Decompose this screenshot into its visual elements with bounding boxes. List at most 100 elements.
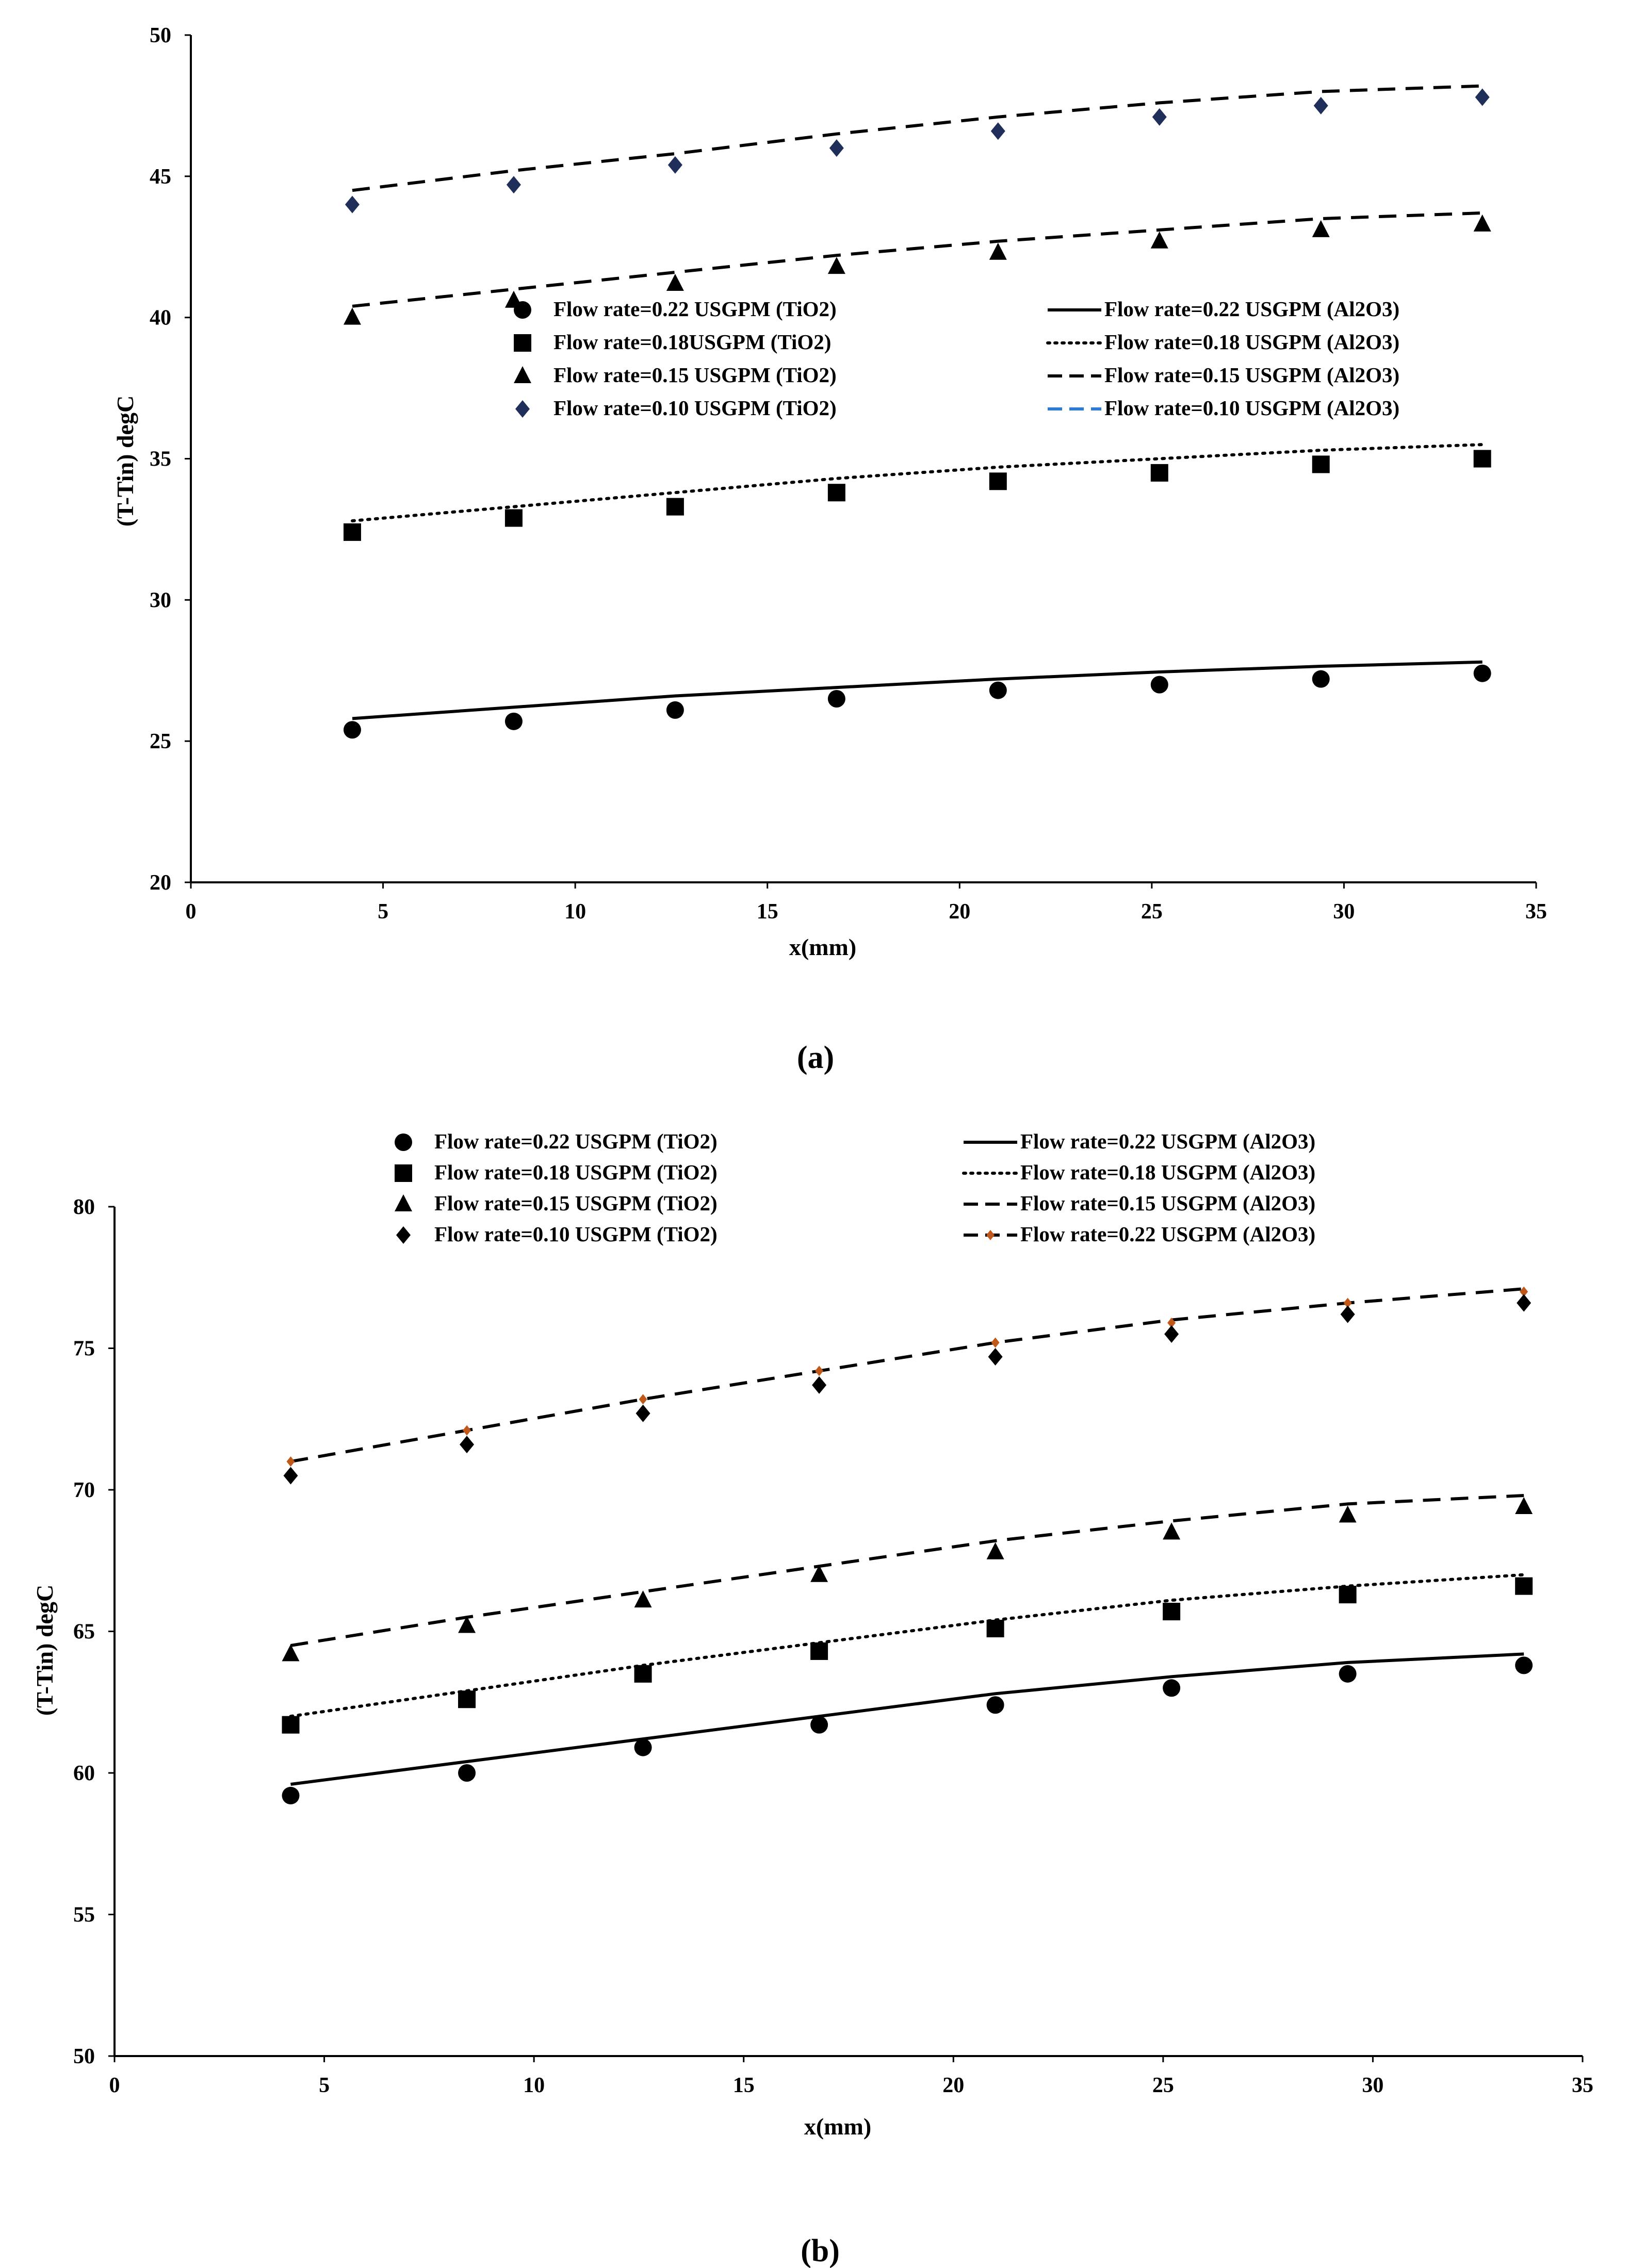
legend-label: Flow rate=0.22 USGPM (Al2O3) <box>1104 297 1399 321</box>
line-point-marker <box>991 1337 1000 1348</box>
legend-label: Flow rate=0.18 USGPM (Al2O3) <box>1104 330 1399 354</box>
legend-label: Flow rate=0.18 USGPM (TiO2) <box>434 1160 718 1184</box>
data-point-square <box>1339 1586 1357 1604</box>
data-point-circle <box>986 1696 1004 1714</box>
legend-label: Flow rate=0.15 USGPM (Al2O3) <box>1020 1191 1315 1215</box>
series-line-2 <box>352 211 1483 308</box>
data-point-diamond <box>667 156 682 174</box>
y-tick-label: 80 <box>73 1195 95 1219</box>
panel-b: 0 5 10 15 20 25 30 35 50 55 60 65 70 75 80 Flow rate=0… <box>31 1129 1593 2268</box>
data-point-square <box>666 498 684 516</box>
data-point-circle <box>1163 1679 1181 1697</box>
data-point-triangle <box>989 242 1007 260</box>
data-point-square <box>1515 1577 1533 1595</box>
legend-label: Flow rate=0.22 USGPM (Al2O3) <box>1020 1222 1315 1246</box>
panel-b-caption: (b) <box>801 2233 840 2268</box>
series-line-2 <box>290 1494 1524 1647</box>
y-tick-label: 30 <box>150 588 171 612</box>
panel-a-lines <box>351 84 1484 720</box>
x-tick-label: 35 <box>1525 900 1547 924</box>
data-point-diamond <box>636 1404 650 1422</box>
x-tick-label: 0 <box>186 900 197 924</box>
data-point-circle <box>504 712 523 730</box>
x-tick-label: 0 <box>109 2074 120 2097</box>
legend-label: Flow rate=0.22 USGPM (TiO2) <box>434 1129 718 1153</box>
data-point-diamond <box>812 1376 827 1394</box>
line-point-marker <box>1167 1318 1176 1328</box>
panel-b-ylabel: (T-Tin) degC <box>31 1585 58 1716</box>
data-point-triangle <box>1473 214 1491 232</box>
series-line-0 <box>352 660 1483 720</box>
data-point-circle <box>634 1738 652 1756</box>
data-point-triangle <box>810 1565 828 1582</box>
panel-b-xlabel: x(mm) <box>804 2113 871 2140</box>
data-point-diamond <box>506 176 521 194</box>
data-point-diamond <box>345 195 360 213</box>
series-line-1 <box>351 443 1484 522</box>
y-tick-label: 55 <box>73 1903 95 1927</box>
data-point-circle <box>343 721 361 739</box>
panel-a-axes <box>190 35 1536 883</box>
data-point-diamond <box>460 1436 475 1454</box>
data-point-square <box>827 484 845 502</box>
data-point-square <box>634 1665 652 1683</box>
y-tick-label: 35 <box>150 448 171 471</box>
x-tick-label: 20 <box>949 900 970 924</box>
data-point-circle <box>1515 1656 1533 1674</box>
series-line-3 <box>352 84 1483 192</box>
line-point-marker <box>286 1456 295 1467</box>
data-point-square <box>458 1690 476 1708</box>
data-point-diamond <box>988 1347 1003 1366</box>
y-tick-label: 50 <box>150 24 171 47</box>
data-point-triangle <box>634 1590 652 1608</box>
y-tick-label: 40 <box>150 306 171 330</box>
y-tick-label: 65 <box>73 1620 95 1644</box>
x-tick-label: 25 <box>1141 900 1163 924</box>
legend-label: Flow rate=0.18USGPM (TiO2) <box>553 330 831 354</box>
line-point-marker <box>815 1366 824 1376</box>
data-point-square <box>1150 464 1168 482</box>
x-tick-label: 5 <box>378 900 388 924</box>
panel-b-legend: Flow rate=0.22 USGPM (TiO2) Flow rate=0.1… <box>395 1129 1315 1246</box>
panel-a-ylabel: (T-Tin) degC <box>112 396 138 527</box>
y-tick-label: 50 <box>73 2045 95 2068</box>
panel-a-xlabel: x(mm) <box>789 934 856 960</box>
x-tick-label: 35 <box>1572 2074 1593 2097</box>
data-point-diamond <box>1164 1325 1179 1343</box>
legend-label: Flow rate=0.10 USGPM (Al2O3) <box>1104 396 1399 420</box>
legend-label: Flow rate=0.10 USGPM (TiO2) <box>434 1222 718 1246</box>
data-point-triangle <box>1312 220 1330 237</box>
x-tick-label: 20 <box>942 2074 964 2097</box>
legend-marker-square <box>395 1164 412 1182</box>
data-point-square <box>810 1642 828 1660</box>
data-point-diamond <box>990 122 1005 140</box>
data-point-circle <box>1339 1665 1357 1683</box>
data-point-square <box>986 1620 1004 1638</box>
data-point-circle <box>282 1786 300 1804</box>
data-point-triangle <box>458 1616 476 1633</box>
x-tick-label: 5 <box>319 2074 330 2097</box>
data-point-circle <box>827 690 845 708</box>
legend-label: Flow rate=0.10 USGPM (TiO2) <box>553 396 837 420</box>
line-point-marker <box>463 1425 471 1436</box>
data-point-circle <box>1473 664 1491 682</box>
legend-label: Flow rate=0.18 USGPM (Al2O3) <box>1020 1160 1315 1184</box>
legend-marker-triangle <box>514 366 531 383</box>
legend-marker-triangle <box>395 1194 412 1211</box>
data-point-circle <box>810 1716 828 1734</box>
line-point-marker <box>1520 1286 1528 1297</box>
legend-point-marker <box>986 1230 995 1240</box>
panel-a-legend: Flow rate=0.22 USGPM (TiO2) Flow rate=0.1… <box>514 297 1399 420</box>
y-tick-label: 60 <box>73 1762 95 1785</box>
legend-label: Flow rate=0.22 USGPM (Al2O3) <box>1020 1129 1315 1153</box>
panel-a: 0 5 10 15 20 25 30 35 20 25 30 35 40 45 50 Flow rate=0… <box>112 24 1547 1075</box>
legend-marker-diamond <box>396 1226 411 1244</box>
y-tick-label: 70 <box>73 1478 95 1502</box>
data-point-triangle <box>282 1644 300 1662</box>
y-tick-label: 20 <box>150 871 171 895</box>
data-point-circle <box>1150 676 1168 694</box>
data-point-square <box>1473 450 1491 468</box>
panel-a-ticks: 0 5 10 15 20 25 30 35 20 25 30 35 40 45 50 <box>150 24 1547 924</box>
data-point-triangle <box>1150 231 1168 249</box>
